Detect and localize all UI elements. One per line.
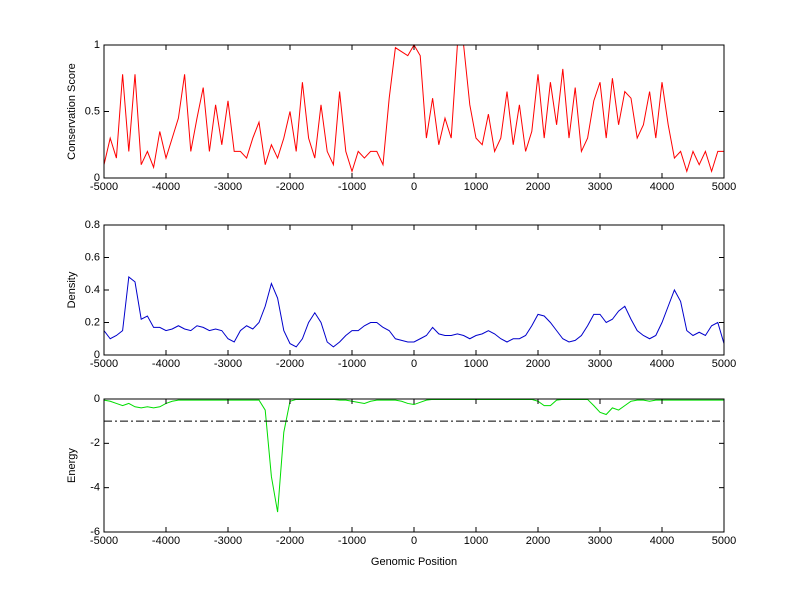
x-tick-label: 3000 — [588, 181, 612, 193]
x-tick-label: 2000 — [526, 535, 550, 547]
y-tick-label: 0 — [94, 349, 100, 361]
x-tick-label: -5000 — [90, 535, 118, 547]
x-tick-label: -1000 — [338, 535, 366, 547]
x-tick-label: 1000 — [464, 358, 488, 370]
x-tick-label: 4000 — [650, 358, 674, 370]
x-tick-label: 5000 — [712, 358, 736, 370]
y-tick-label: -6 — [90, 526, 100, 538]
x-tick-label: 3000 — [588, 358, 612, 370]
x-tick-label: 0 — [411, 358, 417, 370]
x-tick-label: -2000 — [276, 535, 304, 547]
x-tick-label: -5000 — [90, 181, 118, 193]
y-tick-label: 0.5 — [85, 105, 100, 117]
x-tick-label: 3000 — [588, 535, 612, 547]
x-tick-label: 2000 — [526, 181, 550, 193]
plot-area — [104, 45, 724, 178]
x-tick-label: 4000 — [650, 181, 674, 193]
y-tick-label: 0.2 — [85, 316, 100, 328]
plot-area — [104, 225, 724, 355]
y-axis-label: Conservation Score — [66, 63, 78, 160]
x-tick-label: 1000 — [464, 535, 488, 547]
x-tick-label: 2000 — [526, 358, 550, 370]
x-tick-label: 4000 — [650, 535, 674, 547]
y-axis-label: Density — [66, 271, 78, 308]
x-tick-label: 0 — [411, 181, 417, 193]
x-tick-label: -1000 — [338, 358, 366, 370]
x-tick-label: -4000 — [152, 535, 180, 547]
y-axis-label: Energy — [66, 448, 78, 483]
x-tick-label: -3000 — [214, 535, 242, 547]
data-line — [103, 276, 725, 348]
y-tick-label: 0 — [94, 172, 100, 184]
x-tick-label: -3000 — [214, 181, 242, 193]
y-tick-label: 1 — [94, 39, 100, 51]
y-tick-label: -2 — [90, 437, 100, 449]
x-tick-label: -3000 — [214, 358, 242, 370]
x-tick-label: -2000 — [276, 181, 304, 193]
data-line — [103, 398, 724, 513]
y-tick-label: 0.6 — [85, 251, 100, 263]
x-tick-label: -1000 — [338, 181, 366, 193]
y-tick-label: -4 — [90, 482, 100, 494]
y-tick-label: 0.8 — [85, 219, 100, 231]
x-tick-label: 0 — [411, 535, 417, 547]
x-tick-label: 5000 — [712, 181, 736, 193]
plot-area — [104, 399, 724, 532]
x-tick-label: -2000 — [276, 358, 304, 370]
y-tick-label: 0.4 — [85, 284, 100, 296]
x-axis-label: Genomic Position — [371, 556, 457, 568]
y-tick-label: 0 — [94, 393, 100, 405]
x-tick-label: -4000 — [152, 181, 180, 193]
x-tick-label: 5000 — [712, 535, 736, 547]
x-tick-label: -4000 — [152, 358, 180, 370]
x-tick-label: 1000 — [464, 181, 488, 193]
x-tick-label: -5000 — [90, 358, 118, 370]
